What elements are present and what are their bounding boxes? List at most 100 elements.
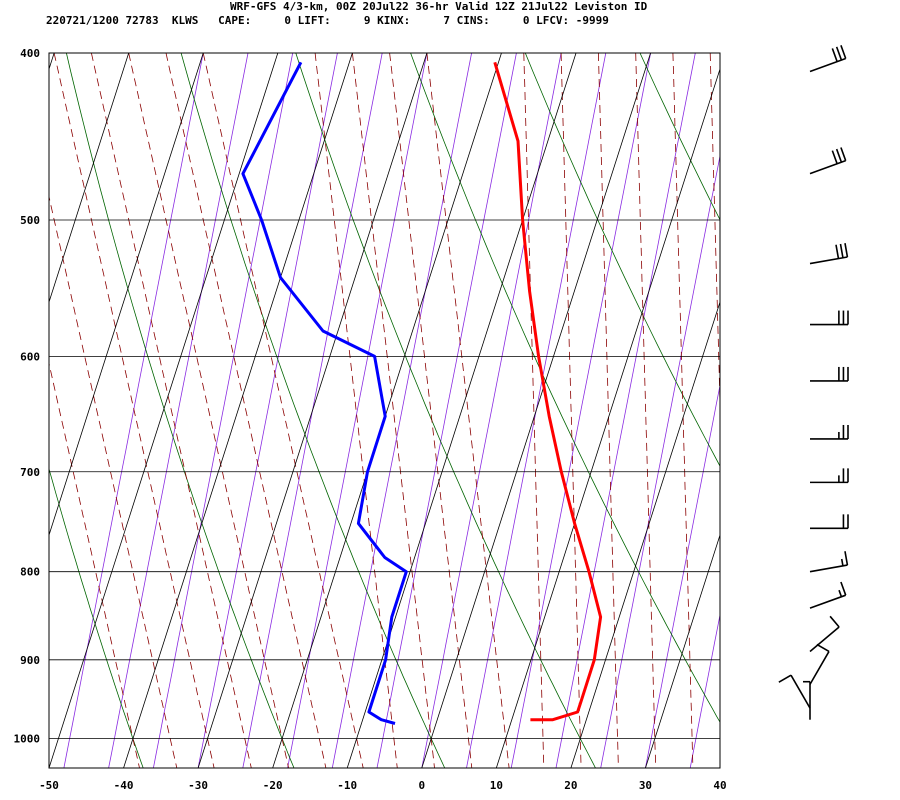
isotherm-line <box>49 53 204 537</box>
isotherm-line <box>421 53 651 768</box>
isotherm-line <box>123 53 353 768</box>
wind-barb <box>809 643 830 685</box>
wind-barb <box>809 243 849 265</box>
y-tick-label: 900 <box>20 654 40 667</box>
moist-adiabat <box>128 53 289 768</box>
mixing-ratio-line <box>63 53 204 768</box>
x-tick-label: 30 <box>639 779 652 792</box>
moist-adiabat <box>560 53 582 768</box>
wind-barb-staff <box>790 674 811 709</box>
wind-barb-feather <box>778 674 792 683</box>
isotherm-line <box>495 67 720 768</box>
dry-adiabat <box>180 53 446 768</box>
moist-adiabat <box>165 53 327 768</box>
wind-barb-feather <box>831 48 838 62</box>
wind-barb <box>809 45 847 73</box>
mixing-ratio-line <box>555 53 696 768</box>
wind-barb-staff <box>809 57 846 73</box>
x-tick-label: -30 <box>188 779 208 792</box>
wind-barb-feather <box>816 643 830 653</box>
mixing-ratio-line <box>600 153 720 768</box>
x-tick-label: -50 <box>39 779 59 792</box>
isotherm-line <box>49 53 130 304</box>
dry-adiabat <box>524 53 720 467</box>
moist-adiabat <box>389 53 473 768</box>
isotherm-line <box>346 53 577 768</box>
wind-barb <box>810 514 849 530</box>
x-tick-label: -40 <box>114 779 134 792</box>
station-stats-line: 220721/1200 72783 KLWS CAPE: 0 LIFT: 9 K… <box>46 14 609 27</box>
wind-barb <box>809 615 840 653</box>
y-tick-label: 400 <box>20 47 40 60</box>
moist-adiabat <box>672 53 694 768</box>
dry-adiabat <box>66 53 295 768</box>
wind-barb <box>809 551 849 573</box>
dry-adiabat <box>49 467 144 768</box>
wind-barb-feather <box>835 148 843 163</box>
mixing-ratio-line <box>153 53 294 768</box>
mixing-ratio-line <box>108 53 249 768</box>
grid <box>48 52 721 769</box>
wind-barbs <box>778 45 849 720</box>
chart-title: WRF-GFS 4/3-km, 00Z 20Jul22 36-hr Valid … <box>230 0 648 13</box>
isotherm-line <box>645 533 720 768</box>
isotherm-line <box>570 300 720 768</box>
y-tick-label: 1000 <box>14 733 41 746</box>
mixing-ratio-line <box>645 383 720 768</box>
wind-barb <box>809 147 847 175</box>
wind-barb <box>810 366 849 382</box>
background-lines <box>49 53 900 768</box>
isotherm-line <box>272 53 502 768</box>
mixing-ratio-line <box>510 53 651 768</box>
isotherm-line <box>197 53 428 768</box>
wind-barb-feather <box>840 147 847 161</box>
wind-barb <box>778 674 811 709</box>
axes: -50 -40 -30 -20 -10 0 10 20 30 40 400 500 600 700 800 9… <box>14 47 727 792</box>
wind-barb-feather <box>840 581 847 596</box>
temperature-profile <box>493 61 603 722</box>
mixing-ratio-line <box>331 53 472 768</box>
x-tick-label: -10 <box>337 779 357 792</box>
moist-adiabat <box>598 53 619 768</box>
dry-adiabat <box>755 53 900 768</box>
isotherm-line <box>49 53 279 768</box>
wind-barb <box>810 468 849 484</box>
mixing-ratio-line <box>197 53 338 768</box>
y-tick-label: 600 <box>20 350 40 363</box>
isotherm-line <box>719 766 720 768</box>
wind-barb-staff <box>809 159 846 175</box>
x-tick-label: 10 <box>490 779 503 792</box>
wind-barb <box>810 310 849 326</box>
moist-adiabat <box>709 53 720 417</box>
moist-adiabat <box>635 53 657 768</box>
wind-barb <box>810 424 849 440</box>
x-tick-label: 0 <box>418 779 425 792</box>
wind-barb-feather <box>831 150 838 165</box>
wind-barb-staff <box>809 256 848 265</box>
y-tick-label: 700 <box>20 466 40 479</box>
dry-adiabat <box>410 53 720 723</box>
x-tick-label: 20 <box>564 779 577 792</box>
mixing-ratio-line <box>689 612 720 768</box>
moist-adiabat <box>426 53 510 768</box>
y-tick-label: 500 <box>20 214 40 227</box>
plot-frame <box>48 52 721 769</box>
wind-barb-feather <box>835 244 840 259</box>
moist-adiabat <box>523 53 545 768</box>
dry-adiabat <box>295 53 596 768</box>
wind-barb-staff <box>809 564 848 573</box>
mixing-ratio-line <box>287 53 428 768</box>
wind-barb-staff <box>809 651 830 685</box>
wind-barb-half-feather <box>838 589 843 598</box>
dewpoint-profile <box>241 61 408 725</box>
wind-barb-feather <box>844 243 849 258</box>
wind-barb-staff <box>809 594 846 609</box>
wind-barb-feather <box>840 45 847 59</box>
wind-barb <box>809 581 847 609</box>
wind-barb-feather <box>835 46 843 61</box>
mixing-ratio-line <box>466 53 607 768</box>
moist-adiabat <box>314 53 398 768</box>
dry-adiabat <box>639 53 720 221</box>
moist-adiabat <box>352 53 435 768</box>
